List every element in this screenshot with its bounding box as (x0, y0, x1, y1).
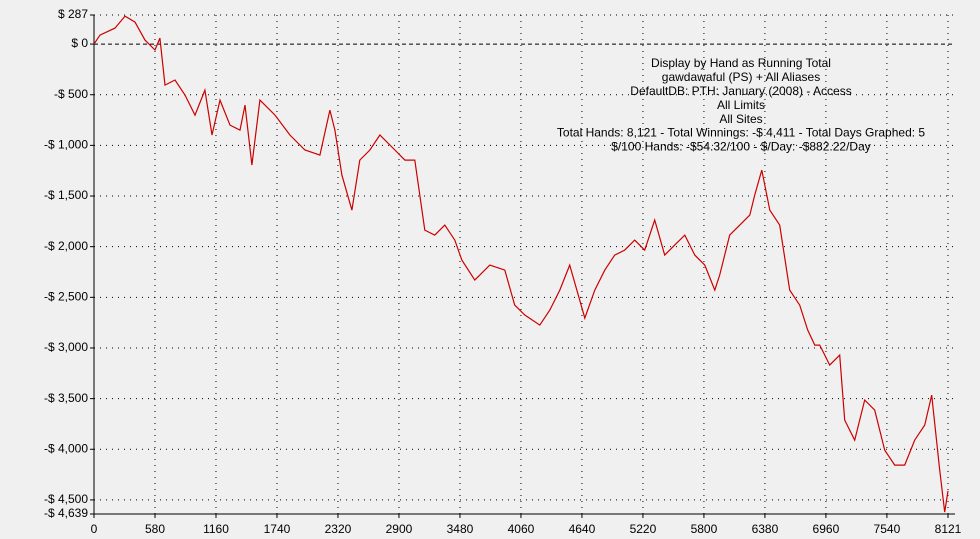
x-tick-label: 6960 (813, 522, 840, 536)
annotation: gawdawaful (PS) + All Aliases (662, 70, 820, 84)
x-tick-label: 580 (145, 522, 165, 536)
series-line (93, 15, 949, 513)
x-tick-label: 4640 (569, 522, 596, 536)
y-tick-label: $ 287 (58, 7, 88, 21)
x-tick-label: 4060 (508, 522, 535, 536)
x-tick-label: 2320 (325, 522, 352, 536)
annotation: $/100 Hands: -$54.32/100 - $/Day: -$882.… (611, 140, 871, 154)
annotation: DefaultDB: PTH: January (2008) - Access (630, 84, 851, 98)
y-tick-label: -$ 3,000 (44, 340, 88, 354)
y-tick-label: -$ 1,500 (44, 188, 88, 202)
annotation: Total Hands: 8,121 - Total Winnings: -$ … (557, 126, 926, 140)
x-tick-label: 5220 (630, 522, 657, 536)
y-tick-label: -$ 4,639 (44, 506, 88, 520)
x-tick-label: 1160 (203, 522, 229, 536)
annotation: All Sites (719, 112, 762, 126)
x-tick-label: 3480 (447, 522, 474, 536)
y-tick-label: $ 0 (71, 36, 88, 50)
x-tick-label: 1740 (264, 522, 291, 536)
x-tick-label: 2900 (386, 522, 413, 536)
x-tick-label: 6380 (752, 522, 779, 536)
x-tick-label: 5800 (691, 522, 718, 536)
y-tick-label: -$ 2,500 (44, 289, 88, 303)
y-tick-label: -$ 3,500 (44, 391, 88, 405)
y-tick-label: -$ 4,000 (44, 441, 88, 455)
annotation: All Limits (717, 98, 765, 112)
x-tick-label: 8121 (935, 522, 962, 536)
y-tick-label: -$ 1,000 (44, 138, 88, 152)
x-tick-label: 7540 (874, 522, 901, 536)
y-tick-label: -$ 2,000 (44, 239, 88, 253)
y-tick-label: -$ 500 (54, 87, 88, 101)
x-tick-label: 0 (91, 522, 98, 536)
annotation: Display by Hand as Running Total (651, 56, 831, 70)
y-tick-label: -$ 4,500 (44, 492, 88, 506)
